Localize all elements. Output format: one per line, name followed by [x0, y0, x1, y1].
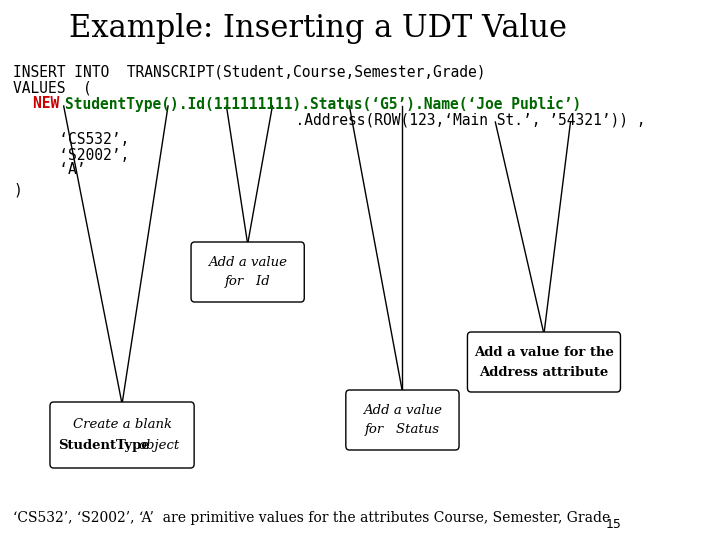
- Text: ‘CS532’, ‘S2002’, ‘A’  are primitive values for the attributes Course, Semester,: ‘CS532’, ‘S2002’, ‘A’ are primitive valu…: [13, 511, 611, 525]
- Text: Add a value: Add a value: [208, 255, 287, 268]
- FancyBboxPatch shape: [191, 242, 305, 302]
- Text: StudentType().Id(111111111).Status(‘G5’).Name(‘Joe Public’): StudentType().Id(111111111).Status(‘G5’)…: [65, 96, 581, 112]
- Text: NEW: NEW: [32, 97, 76, 111]
- Text: ‘A’: ‘A’: [32, 163, 85, 178]
- Text: object: object: [138, 440, 180, 453]
- FancyBboxPatch shape: [346, 390, 459, 450]
- Text: 15: 15: [606, 518, 622, 531]
- Text: Address attribute: Address attribute: [480, 366, 608, 379]
- Text: ‘CS532’,: ‘CS532’,: [32, 132, 129, 147]
- Text: Create a blank: Create a blank: [73, 417, 171, 430]
- Text: Example: Inserting a UDT Value: Example: Inserting a UDT Value: [69, 12, 567, 44]
- Text: Add a value for the: Add a value for the: [474, 346, 614, 359]
- Text: VALUES  (: VALUES (: [13, 80, 92, 96]
- Text: .Address(ROW(123,‘Main St.’, ’54321’)) ,: .Address(ROW(123,‘Main St.’, ’54321’)) ,: [32, 112, 645, 127]
- Text: ): ): [13, 183, 22, 198]
- Text: ‘S2002’,: ‘S2002’,: [32, 147, 129, 163]
- Text: StudentType: StudentType: [58, 440, 150, 453]
- Text: for   Id: for Id: [225, 275, 271, 288]
- Text: for   Status: for Status: [365, 423, 440, 436]
- FancyBboxPatch shape: [50, 402, 194, 468]
- FancyBboxPatch shape: [467, 332, 621, 392]
- Text: INSERT INTO  TRANSCRIPT(Student,Course,Semester,Grade): INSERT INTO TRANSCRIPT(Student,Course,Se…: [13, 64, 486, 79]
- Text: Add a value: Add a value: [363, 403, 442, 416]
